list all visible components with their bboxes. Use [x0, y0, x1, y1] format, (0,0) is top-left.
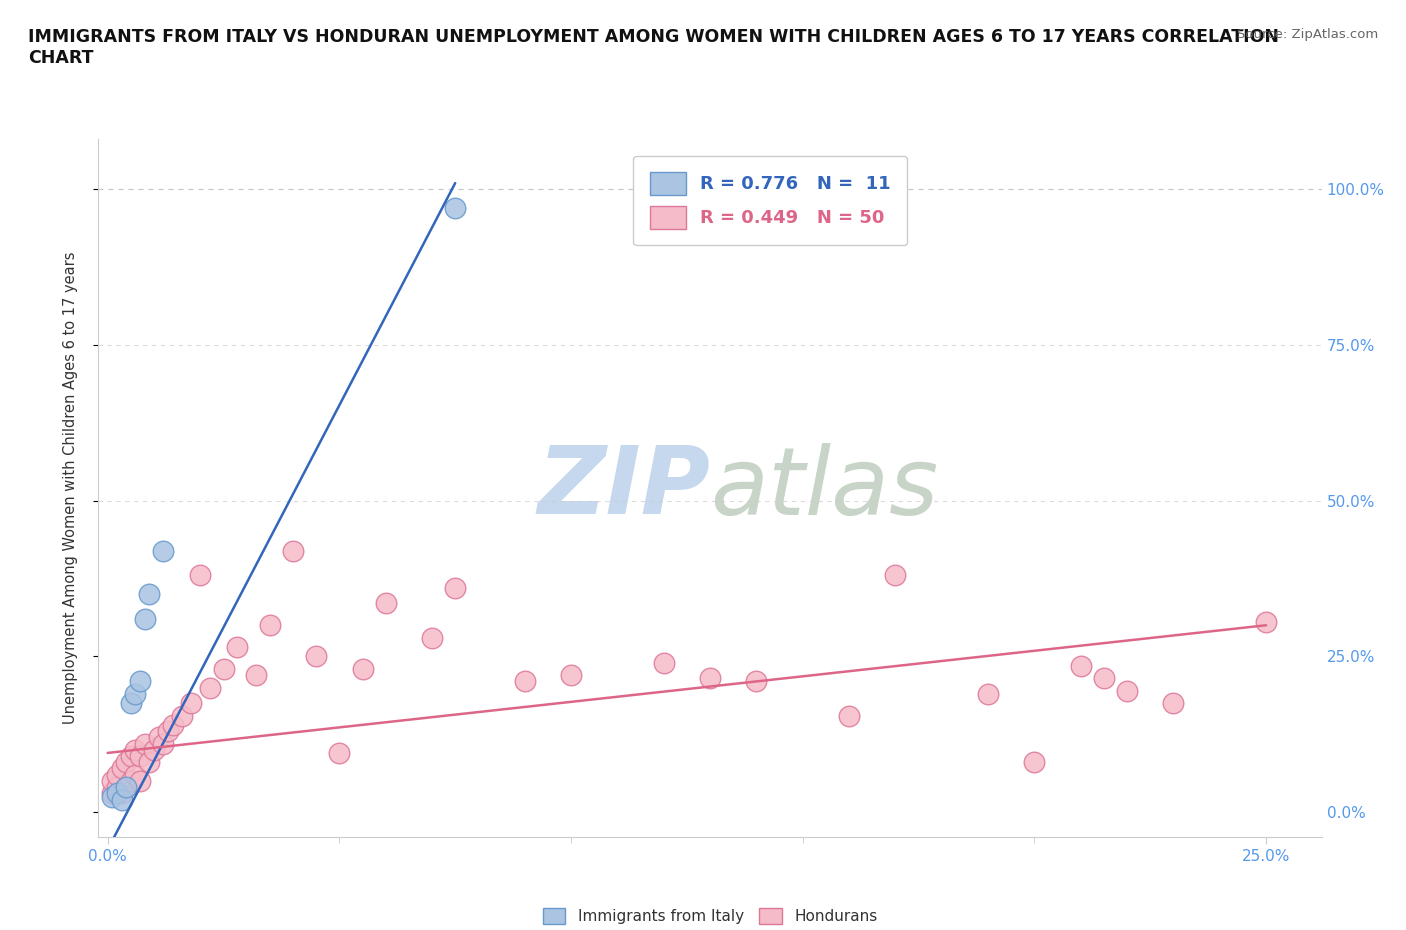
Point	[152, 737, 174, 751]
Point	[1070, 658, 1092, 673]
Point	[101, 786, 124, 801]
Point	[105, 767, 128, 782]
Point	[305, 649, 328, 664]
Point	[138, 587, 160, 602]
Point	[198, 680, 221, 695]
Text: ZIP: ZIP	[537, 443, 710, 534]
Text: atlas: atlas	[710, 443, 938, 534]
Point	[652, 656, 675, 671]
Point	[259, 618, 281, 632]
Point	[110, 792, 132, 807]
Point	[124, 686, 146, 701]
Point	[374, 596, 396, 611]
Point	[129, 674, 152, 689]
Point	[134, 612, 156, 627]
Point	[115, 779, 138, 794]
Point	[170, 708, 193, 723]
Point	[328, 746, 350, 761]
Point	[281, 543, 304, 558]
Point	[110, 761, 132, 776]
Point	[444, 201, 467, 216]
Point	[105, 786, 128, 801]
Point	[212, 661, 235, 676]
Legend: Immigrants from Italy, Hondurans: Immigrants from Italy, Hondurans	[534, 900, 886, 930]
Point	[352, 661, 374, 676]
Point	[884, 568, 907, 583]
Point	[699, 671, 721, 685]
Point	[513, 674, 536, 689]
Point	[124, 767, 146, 782]
Point	[115, 755, 138, 770]
Point	[124, 742, 146, 757]
Y-axis label: Unemployment Among Women with Children Ages 6 to 17 years: Unemployment Among Women with Children A…	[63, 252, 77, 724]
Point	[120, 774, 142, 789]
Point	[226, 640, 249, 655]
Point	[101, 789, 124, 804]
Point	[1163, 696, 1185, 711]
Point	[120, 749, 142, 764]
Point	[838, 708, 860, 723]
Point	[156, 724, 179, 738]
Point	[745, 674, 768, 689]
Point	[148, 730, 170, 745]
Point	[1116, 684, 1139, 698]
Point	[143, 742, 166, 757]
Point	[977, 686, 1000, 701]
Point	[120, 696, 142, 711]
Point	[115, 779, 138, 794]
Point	[245, 668, 267, 683]
Point	[134, 737, 156, 751]
Point	[1024, 755, 1046, 770]
Point	[444, 580, 467, 595]
Point	[162, 717, 184, 732]
Point	[110, 786, 132, 801]
Point	[105, 779, 128, 794]
Point	[129, 749, 152, 764]
Point	[560, 668, 582, 683]
Point	[101, 774, 124, 789]
Point	[1092, 671, 1115, 685]
Point	[180, 696, 202, 711]
Point	[138, 755, 160, 770]
Point	[129, 774, 152, 789]
Point	[420, 631, 443, 645]
Point	[152, 543, 174, 558]
Point	[1254, 615, 1277, 630]
Text: Source: ZipAtlas.com: Source: ZipAtlas.com	[1237, 28, 1378, 41]
Text: IMMIGRANTS FROM ITALY VS HONDURAN UNEMPLOYMENT AMONG WOMEN WITH CHILDREN AGES 6 : IMMIGRANTS FROM ITALY VS HONDURAN UNEMPL…	[28, 28, 1279, 67]
Point	[188, 568, 212, 583]
